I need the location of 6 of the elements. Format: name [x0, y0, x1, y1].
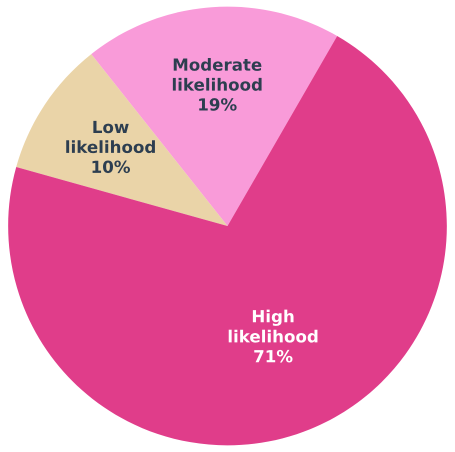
- slice-label: Low likelihood: [66, 120, 155, 154]
- data-label: 10%: [92, 160, 130, 174]
- data-label: 71%: [254, 350, 292, 363]
- data-label: 19%: [199, 98, 237, 111]
- slice-label: High likelihood: [228, 310, 318, 343]
- slice-label: Moderate likelihood: [172, 58, 262, 91]
